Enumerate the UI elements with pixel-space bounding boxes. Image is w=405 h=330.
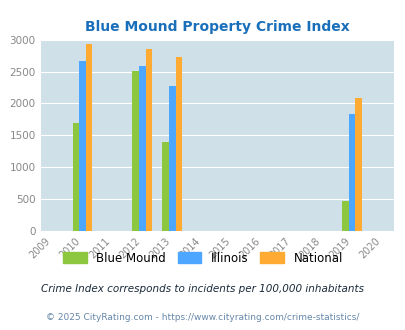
- Bar: [354, 98, 361, 231]
- Bar: [348, 114, 354, 231]
- Bar: [139, 66, 145, 231]
- Bar: [168, 85, 175, 231]
- Text: © 2025 CityRating.com - https://www.cityrating.com/crime-statistics/: © 2025 CityRating.com - https://www.city…: [46, 313, 359, 322]
- Bar: [145, 49, 152, 231]
- Bar: [79, 61, 85, 231]
- Bar: [341, 201, 348, 231]
- Bar: [132, 71, 139, 231]
- Text: Crime Index corresponds to incidents per 100,000 inhabitants: Crime Index corresponds to incidents per…: [41, 284, 364, 294]
- Bar: [175, 57, 182, 231]
- Title: Blue Mound Property Crime Index: Blue Mound Property Crime Index: [85, 20, 349, 34]
- Bar: [162, 142, 168, 231]
- Bar: [85, 44, 92, 231]
- Legend: Blue Mound, Illinois, National: Blue Mound, Illinois, National: [58, 247, 347, 269]
- Bar: [72, 123, 79, 231]
